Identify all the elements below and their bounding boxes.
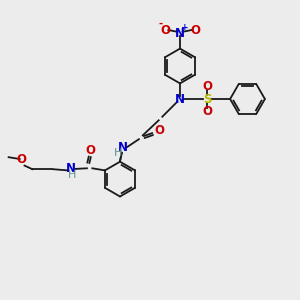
Text: O: O xyxy=(17,153,27,166)
Text: O: O xyxy=(202,105,212,118)
Text: O: O xyxy=(154,124,164,137)
Text: N: N xyxy=(118,141,128,154)
Text: O: O xyxy=(86,144,96,158)
Text: O: O xyxy=(190,23,200,37)
Text: N: N xyxy=(66,161,76,175)
Text: S: S xyxy=(203,92,211,106)
Text: H: H xyxy=(68,170,76,180)
Text: N: N xyxy=(175,92,185,106)
Text: O: O xyxy=(202,80,212,93)
Text: N: N xyxy=(175,26,185,40)
Text: H: H xyxy=(113,148,122,158)
Text: +: + xyxy=(181,23,189,32)
Text: -: - xyxy=(159,19,163,29)
Text: O: O xyxy=(160,23,170,37)
